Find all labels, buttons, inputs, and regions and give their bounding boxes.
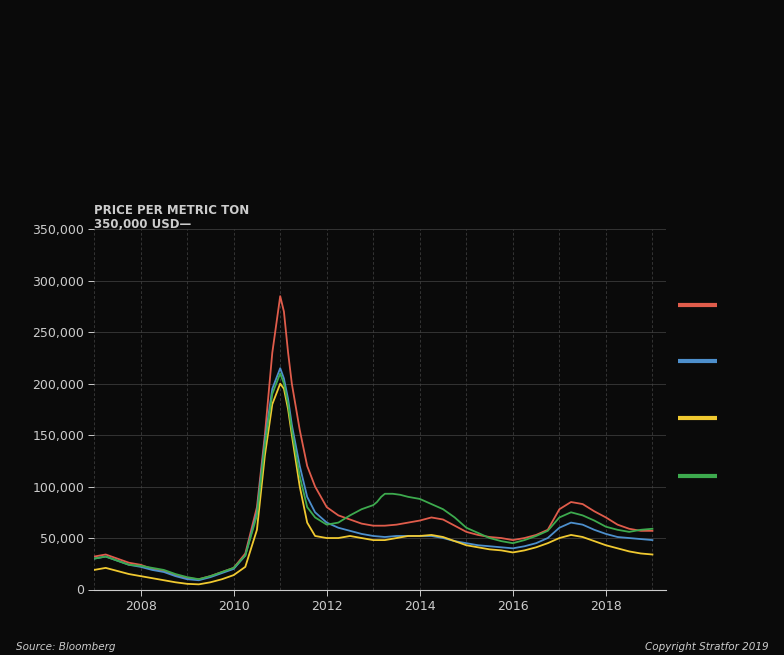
Text: Copyright Stratfor 2019: Copyright Stratfor 2019 bbox=[644, 642, 768, 652]
Text: 350,000 USD—: 350,000 USD— bbox=[94, 217, 191, 231]
Text: Source: Bloomberg: Source: Bloomberg bbox=[16, 642, 115, 652]
Text: PRICE PER METRIC TON: PRICE PER METRIC TON bbox=[94, 204, 249, 217]
